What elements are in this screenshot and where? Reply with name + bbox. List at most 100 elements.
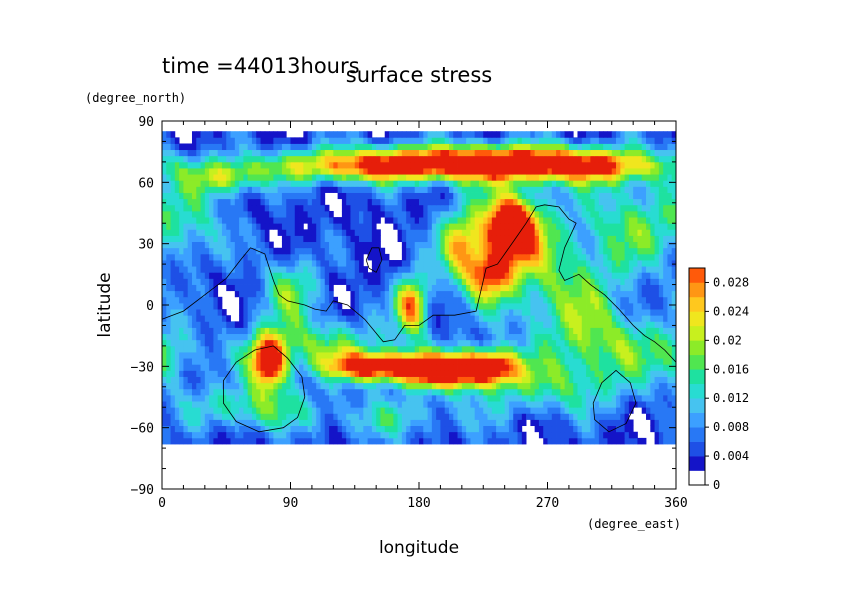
field-cell: [337, 229, 343, 236]
field-cell: [294, 284, 300, 292]
field-cell: [414, 272, 420, 279]
field-cell: [650, 253, 655, 261]
field-cell: [380, 321, 386, 328]
field-cell: [359, 204, 364, 212]
field-cell: [611, 437, 617, 445]
field-cell: [633, 198, 638, 206]
field-cell: [521, 388, 527, 396]
field-cell: [577, 241, 583, 249]
field-cell: [217, 321, 223, 328]
field-cell: [547, 321, 553, 328]
field-cell: [419, 370, 424, 377]
field-cell: [586, 431, 591, 439]
field-cell: [414, 186, 420, 193]
field-cell: [384, 419, 390, 427]
field-cell: [547, 204, 553, 212]
field-cell: [200, 376, 206, 384]
field-cell: [166, 247, 171, 255]
field-cell: [423, 370, 428, 377]
field-cell: [354, 290, 360, 298]
field-cell: [380, 192, 386, 200]
field-cell: [444, 358, 450, 365]
field-cell: [170, 309, 176, 316]
field-cell: [350, 437, 356, 445]
field-cell: [307, 204, 313, 212]
field-cell: [320, 180, 326, 187]
field-cell: [333, 382, 339, 390]
field-cell: [354, 186, 360, 193]
field-cell: [324, 437, 330, 445]
field-cell: [239, 235, 244, 243]
field-cell: [316, 419, 321, 427]
field-cell: [581, 364, 587, 371]
field-cell: [179, 186, 184, 193]
field-cell: [359, 253, 364, 261]
field-cell: [350, 309, 356, 316]
field-cell: [191, 253, 197, 261]
field-cell: [200, 204, 206, 212]
field-cell: [294, 315, 300, 322]
field-cell: [209, 358, 214, 365]
field-cell: [191, 401, 197, 408]
field-cell: [474, 333, 480, 341]
field-cell: [470, 309, 476, 316]
field-cell: [436, 198, 441, 206]
field-cell: [230, 260, 236, 267]
field-cell: [414, 296, 420, 304]
field-cell: [616, 204, 621, 212]
field-cell: [534, 413, 540, 420]
field-cell: [500, 394, 506, 402]
field-cell: [440, 260, 446, 267]
field-cell: [166, 364, 171, 371]
field-cell: [230, 345, 236, 353]
field-cell: [401, 253, 407, 261]
field-cell: [508, 388, 514, 396]
field-cell: [376, 192, 381, 200]
field-cell: [598, 186, 604, 193]
field-cell: [367, 284, 373, 292]
field-cell: [209, 235, 214, 243]
field-cell: [200, 431, 206, 439]
field-cell: [230, 327, 236, 335]
field-cell: [603, 358, 608, 365]
field-cell: [491, 210, 497, 218]
field-cell: [414, 419, 420, 427]
field-cell: [389, 401, 394, 408]
field-cell: [234, 352, 240, 359]
field-cell: [491, 241, 497, 249]
field-cell: [251, 302, 257, 310]
field-cell: [260, 309, 266, 316]
field-cell: [389, 210, 394, 218]
field-cell: [654, 352, 660, 359]
field-cell: [431, 352, 437, 359]
field-cell: [646, 266, 651, 273]
field-cell: [611, 413, 617, 420]
field-cell: [303, 425, 309, 433]
field-cell: [603, 290, 608, 298]
field-cell: [641, 407, 647, 414]
field-cell: [478, 376, 484, 384]
field-cell: [226, 247, 231, 255]
field-cell: [213, 431, 219, 439]
field-cell: [311, 339, 317, 347]
field-cell: [590, 266, 596, 273]
field-cell: [577, 210, 583, 218]
field-cell: [534, 352, 540, 359]
field-cell: [311, 278, 317, 285]
field-cell: [667, 327, 673, 335]
field-cell: [470, 192, 476, 200]
field-cell: [367, 186, 373, 193]
field-cell: [556, 364, 561, 371]
field-cell: [376, 321, 381, 328]
field-cell: [260, 339, 266, 347]
field-cell: [637, 204, 643, 212]
field-cell: [658, 272, 664, 279]
field-cell: [256, 272, 261, 279]
field-cell: [616, 253, 621, 261]
field-cell: [436, 321, 441, 328]
field-cell: [543, 333, 548, 341]
field-cell: [410, 376, 416, 384]
field-cell: [444, 180, 450, 187]
field-cell: [333, 302, 339, 310]
field-cell: [281, 198, 287, 206]
